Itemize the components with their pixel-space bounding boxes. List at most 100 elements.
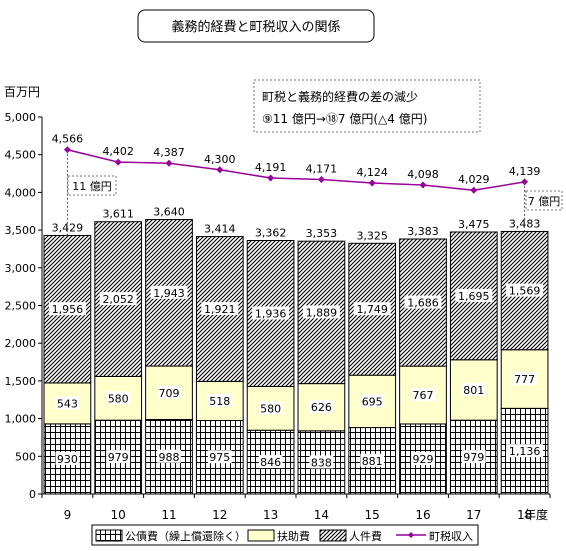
legend: 公債費（繰上償還除く） 扶助費 人件費 町税収入 — [91, 524, 479, 546]
data-label-bg — [411, 388, 435, 402]
annotation-line1: 町税と義務的経費の差の減少 — [262, 89, 418, 104]
data-label-bg — [99, 292, 137, 306]
data-label-assistance: 543 — [57, 397, 78, 410]
total-label: 3,325 — [356, 229, 388, 242]
data-label-bg — [258, 455, 283, 469]
y-axis-label: 百万円 — [4, 85, 40, 99]
data-label-personnel: 1,749 — [356, 303, 388, 316]
x-tick-label: 14 — [314, 508, 329, 522]
data-label-bg — [55, 396, 80, 410]
tax-revenue-label: 4,191 — [255, 161, 287, 174]
data-label-bg — [207, 450, 232, 464]
data-label-assistance: 580 — [108, 392, 129, 405]
data-label-bg — [106, 391, 131, 405]
data-label-personnel: 1,569 — [509, 285, 541, 298]
data-label-assistance: 518 — [209, 395, 230, 408]
data-label-assistance: 777 — [514, 373, 535, 386]
tax-revenue-point — [216, 166, 224, 174]
total-label: 3,475 — [458, 218, 490, 231]
data-label-debt: 979 — [463, 451, 484, 464]
tax-revenue-point — [114, 158, 122, 166]
data-label-debt: 1,136 — [509, 445, 541, 458]
gap-annotations: 11 億円 7 億円 — [66, 149, 563, 236]
data-label-bg — [455, 288, 493, 302]
data-label-debt: 979 — [108, 451, 129, 464]
data-label-assistance: 580 — [260, 402, 281, 415]
data-label-bg — [360, 453, 385, 467]
legend-box — [91, 524, 479, 546]
tax-revenue-label: 4,171 — [306, 163, 338, 176]
data-label-personnel: 1,889 — [306, 306, 338, 319]
y-tick-label: 3,000 — [5, 262, 37, 275]
y-tick-label: 1,500 — [5, 375, 37, 388]
x-tick-label: 17 — [466, 508, 481, 522]
gap-first-label: 11 億円 — [72, 180, 112, 193]
annotation-box — [253, 79, 481, 133]
tax-revenue-label: 4,098 — [407, 168, 439, 181]
data-label-bg — [360, 394, 385, 408]
segment-labels: 930 543 1,956 979 580 2,052 988 709 1,943 975 518 1… — [48, 283, 544, 469]
legend-label-personnel: 人件費 — [349, 529, 382, 543]
x-tick-label: 16 — [415, 508, 430, 522]
tax-revenue-label: 4,124 — [356, 166, 388, 179]
legend-swatch-assistance — [247, 529, 275, 542]
data-label-bg — [252, 306, 290, 320]
data-label-bg — [411, 451, 435, 465]
gap-last-label: 7 億円 — [528, 195, 561, 208]
gap-last-box — [525, 190, 563, 211]
data-label-bg — [309, 400, 334, 414]
tax-revenue-label: 4,029 — [458, 173, 490, 186]
data-label-personnel: 1,921 — [204, 303, 236, 316]
total-label: 3,362 — [255, 227, 287, 240]
data-label-personnel: 1,956 — [52, 303, 84, 316]
tax-revenue-label: 4,300 — [204, 153, 236, 166]
data-label-personnel: 1,686 — [407, 297, 439, 310]
total-label: 3,414 — [204, 223, 236, 236]
data-label-bg — [48, 302, 86, 316]
data-label-personnel: 1,695 — [458, 290, 490, 303]
total-label: 3,353 — [306, 227, 338, 240]
data-label-bg — [461, 382, 486, 396]
chart-title: 義務的経費と町税収入の関係 — [171, 19, 340, 35]
y-tick-label: 5,000 — [5, 111, 37, 124]
data-label-bg — [353, 302, 391, 316]
data-label-bg — [106, 450, 131, 464]
tax-revenue-point — [368, 179, 376, 187]
x-tick-label: 11 — [161, 508, 176, 522]
data-label-debt: 929 — [413, 453, 434, 466]
data-label-bg — [404, 295, 442, 309]
data-label-bg — [55, 451, 80, 465]
x-axis-label: 年度 — [524, 507, 548, 522]
data-label-debt: 881 — [362, 455, 383, 468]
y-tick-label: 2,500 — [5, 300, 37, 313]
y-tick-label: 4,000 — [5, 186, 37, 199]
legend-label-assistance: 扶助費 — [277, 529, 310, 543]
data-label-personnel: 2,052 — [102, 293, 134, 306]
data-label-bg — [309, 455, 334, 469]
y-tick-label: 3,500 — [5, 224, 37, 237]
tax-revenue-label: 4,402 — [102, 145, 134, 158]
y-tick-label: 500 — [15, 450, 36, 463]
tax-revenue-point — [317, 176, 325, 184]
legend-label-tax: 町税収入 — [429, 529, 473, 543]
data-label-bg — [157, 385, 181, 399]
y-tick-labels: 0 500 1,000 1,500 2,000 2,500 3,000 3,500 4,000 4… — [5, 111, 37, 501]
chart-title-box — [137, 9, 375, 43]
tax-revenue-point — [470, 186, 478, 194]
total-label: 3,429 — [52, 221, 84, 234]
data-label-bg — [461, 450, 486, 464]
tax-revenue-labels: 4,566 4,402 4,387 4,300 4,191 4,171 4,124 4,098… — [52, 133, 541, 186]
total-label: 3,383 — [407, 225, 439, 238]
data-label-assistance: 801 — [463, 384, 484, 397]
legend-swatch-personnel — [319, 529, 347, 542]
data-label-assistance: 695 — [362, 395, 383, 408]
y-tick-label: 0 — [29, 488, 36, 501]
data-label-bg — [258, 401, 283, 415]
x-tick-label: 18 — [517, 508, 532, 522]
legend-swatch-debt — [95, 529, 123, 542]
x-tick-label: 12 — [212, 508, 227, 522]
tax-revenue-point — [165, 159, 173, 167]
data-label-bg — [512, 372, 537, 386]
data-label-bg — [207, 393, 232, 407]
total-label: 3,640 — [153, 206, 185, 219]
